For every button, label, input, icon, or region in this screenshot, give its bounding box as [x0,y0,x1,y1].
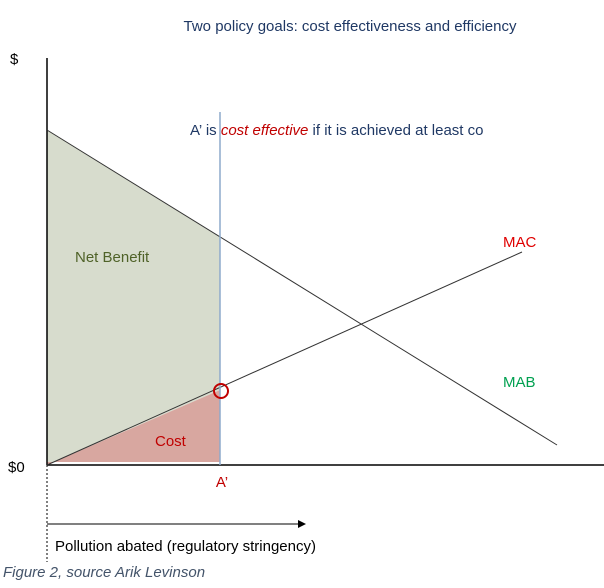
mac-label: MAC [503,234,537,251]
x-axis-label: Pollution abated (regulatory stringency) [55,538,316,555]
a-prime-label: A’ [216,474,228,491]
annotation-emphasis: cost effective [221,122,309,139]
a-prime-point [213,383,229,399]
cost-label: Cost [155,433,187,450]
cost-area [47,390,220,465]
annotation-suffix: if it is achieved at least co [308,122,483,139]
origin-label: $0 [8,459,25,476]
annotation-prefix: A’ is [190,122,221,139]
mab-line [46,129,558,446]
y-axis-label: $ [10,51,19,68]
net-benefit-area [47,130,220,465]
title: Two policy goals: cost effectiveness and… [184,18,517,35]
mab-label: MAB [503,374,536,391]
mac-line [46,251,523,466]
annotation: A’ is cost effective if it is achieved a… [190,122,483,139]
caption: Figure 2, source Arik Levinson [3,564,205,581]
net-benefit-label: Net Benefit [75,249,150,266]
